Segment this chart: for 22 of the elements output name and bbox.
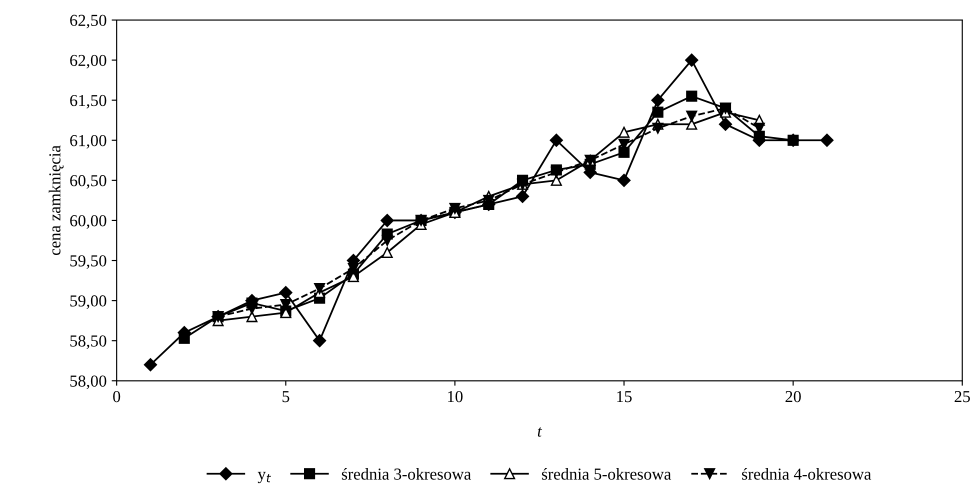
x-tick-label: 20	[786, 390, 801, 402]
y-tick-label: 58,00	[70, 375, 106, 390]
legend-label: średnia 5-okresowa	[542, 468, 672, 480]
y-tick-label: 59,50	[70, 255, 106, 269]
x-tick-label: 10	[448, 390, 463, 402]
y-tick-label: 61,00	[70, 134, 106, 149]
y-tick-label: 60,00	[70, 215, 106, 229]
y-tick-label: 59,00	[70, 295, 106, 309]
legend-label: y$_{t}$	[258, 472, 271, 484]
x-axis-title: t	[538, 427, 542, 437]
legend-label: średnia 3-okresowa	[342, 468, 472, 480]
legend-label: średnia 4-okresowa	[742, 468, 872, 480]
x-tick-label: 15	[617, 391, 632, 402]
y-tick-label: 62,50	[70, 14, 106, 28]
y-tick-label: 58,50	[70, 335, 106, 350]
y-tick-label: 61,50	[70, 94, 106, 109]
x-tick-label: 0	[113, 390, 120, 402]
y-tick-label: 62,00	[70, 54, 106, 68]
x-tick-label: 25	[954, 391, 970, 402]
x-tick-label: 5	[282, 391, 290, 402]
y-tick-label: 60,50	[70, 175, 106, 189]
y-axis-title: cena zamknięcia	[48, 145, 64, 256]
